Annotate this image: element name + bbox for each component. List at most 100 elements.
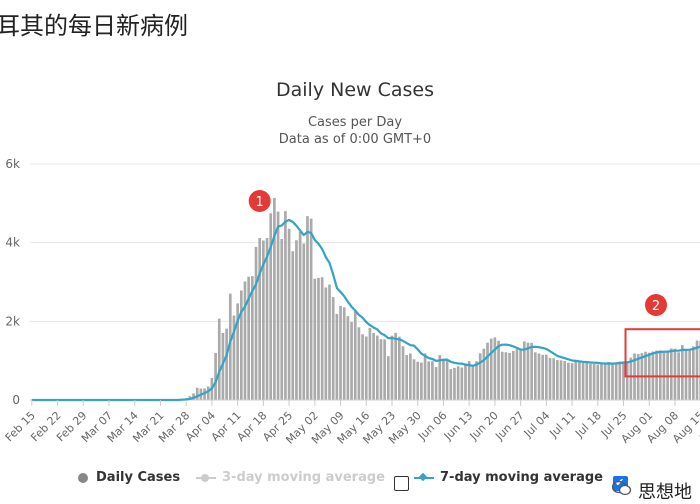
bar xyxy=(266,238,269,400)
bar xyxy=(552,358,555,400)
chat-bubble-icon xyxy=(612,480,632,496)
bar xyxy=(277,212,280,400)
bar xyxy=(593,364,596,400)
bar xyxy=(207,387,210,400)
bar xyxy=(427,361,430,400)
bar xyxy=(442,359,445,400)
legend-item-3-day-average[interactable]: 3-day moving average xyxy=(196,470,385,485)
bar xyxy=(460,367,463,400)
bar xyxy=(670,349,673,400)
bar xyxy=(383,339,386,400)
circle-marker-icon xyxy=(78,473,88,483)
bar xyxy=(325,287,328,400)
bar xyxy=(420,363,423,400)
bar xyxy=(486,343,489,400)
bar xyxy=(497,341,500,400)
bar xyxy=(596,365,599,400)
annotation-label: 2 xyxy=(652,299,660,314)
bar xyxy=(607,362,610,400)
bar xyxy=(692,346,695,400)
bar xyxy=(240,290,243,400)
bar xyxy=(619,361,622,400)
bar-series xyxy=(30,198,700,400)
x-tick-label: Jun 20 xyxy=(467,409,501,443)
bar xyxy=(688,351,691,400)
bar xyxy=(475,361,478,400)
bar xyxy=(615,363,618,400)
bar xyxy=(196,388,199,400)
bar xyxy=(585,363,588,400)
bar xyxy=(387,356,390,400)
bar xyxy=(545,355,548,400)
chart-subtitle-2: Data as of 0:00 GMT+0 xyxy=(279,132,431,147)
bar xyxy=(380,339,383,400)
bar xyxy=(218,319,221,400)
bar xyxy=(674,349,677,400)
legend-item-7-day-average[interactable]: 7-day moving average xyxy=(414,470,603,485)
bar xyxy=(369,328,372,400)
bar xyxy=(494,337,497,400)
watermark-text: 思想地 xyxy=(638,478,692,504)
checkbox-3-day-average[interactable] xyxy=(394,476,409,491)
y-tick-label: 0 xyxy=(12,393,20,407)
bar xyxy=(571,363,574,400)
bar xyxy=(431,361,434,400)
bar xyxy=(589,364,592,400)
annotation-label: 1 xyxy=(256,195,264,210)
bar xyxy=(398,337,401,400)
bar xyxy=(464,363,467,400)
bar xyxy=(567,363,570,400)
bar xyxy=(347,316,350,400)
bar xyxy=(343,307,346,400)
bar xyxy=(284,211,287,400)
bar xyxy=(549,358,552,400)
bar xyxy=(365,337,368,400)
bar xyxy=(468,361,471,400)
x-tick-label: Jun 27 xyxy=(492,409,526,443)
bar xyxy=(438,355,441,400)
legend-label-3-day-average: 3-day moving average xyxy=(222,470,385,485)
bar xyxy=(457,366,460,400)
bar xyxy=(391,336,394,400)
bar xyxy=(630,358,633,400)
bar xyxy=(512,351,515,400)
bar xyxy=(538,353,541,400)
bar xyxy=(685,351,688,400)
legend-label-daily-cases: Daily Cases xyxy=(96,470,180,485)
legend-item-daily-cases[interactable]: Daily Cases xyxy=(78,470,180,485)
bar xyxy=(659,350,662,400)
bar xyxy=(288,229,291,400)
bar xyxy=(358,327,361,400)
bar xyxy=(560,360,563,400)
bar xyxy=(306,216,309,400)
bar xyxy=(563,361,566,400)
line-marker-icon xyxy=(196,473,216,483)
y-tick-label: 6k xyxy=(5,157,20,171)
y-tick-label: 4k xyxy=(5,236,20,250)
legend-label-7-day-average: 7-day moving average xyxy=(440,470,603,485)
bar xyxy=(527,343,530,400)
bar xyxy=(376,336,379,400)
bar xyxy=(321,277,324,400)
bar xyxy=(600,363,603,400)
bar xyxy=(339,306,342,400)
bar xyxy=(516,349,519,400)
bar xyxy=(501,352,504,400)
bar xyxy=(258,238,261,400)
bar xyxy=(604,364,607,400)
bar xyxy=(317,278,320,400)
bar xyxy=(424,353,427,400)
bar xyxy=(328,285,331,400)
bar xyxy=(534,352,537,400)
bar xyxy=(541,355,544,400)
chart-title: Daily New Cases xyxy=(276,79,434,101)
line-marker-icon xyxy=(414,473,434,483)
bar xyxy=(310,219,313,400)
y-tick-label: 2k xyxy=(5,314,20,328)
bar xyxy=(416,362,419,400)
bar xyxy=(361,334,364,400)
bar xyxy=(505,352,508,400)
bar xyxy=(336,314,339,400)
